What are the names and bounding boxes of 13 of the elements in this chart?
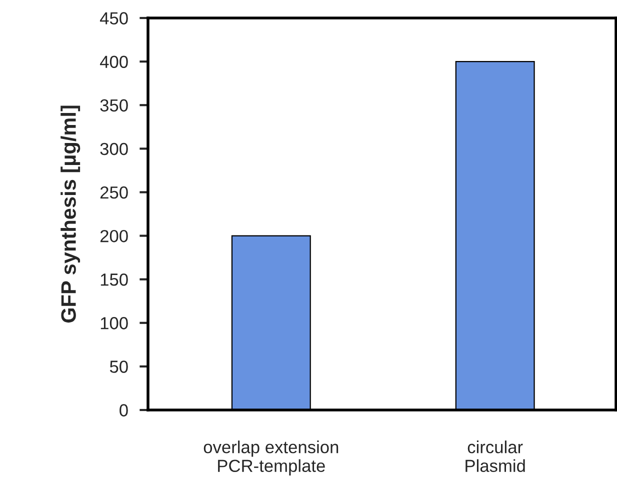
y-tick-label: 100 [100, 317, 128, 330]
y-tick-label: 0 [120, 404, 128, 416]
x-tick-label: overlap extension PCR-template [204, 440, 338, 476]
y-tick-label: 400 [100, 56, 128, 68]
y-tick-label: 300 [100, 142, 128, 156]
x-tick-label: circular Plasmid [466, 440, 525, 472]
y-tick-label: 250 [100, 186, 128, 199]
y-tick-label: 350 [100, 99, 128, 112]
y-tick-label: 150 [100, 274, 128, 286]
y-tick-label: 200 [100, 230, 128, 242]
y-tick-label: 50 [110, 360, 128, 373]
y-tick-label: 450 [100, 12, 128, 24]
y-axis-title: GFP synthesis [µg/ml] [60, 106, 80, 323]
